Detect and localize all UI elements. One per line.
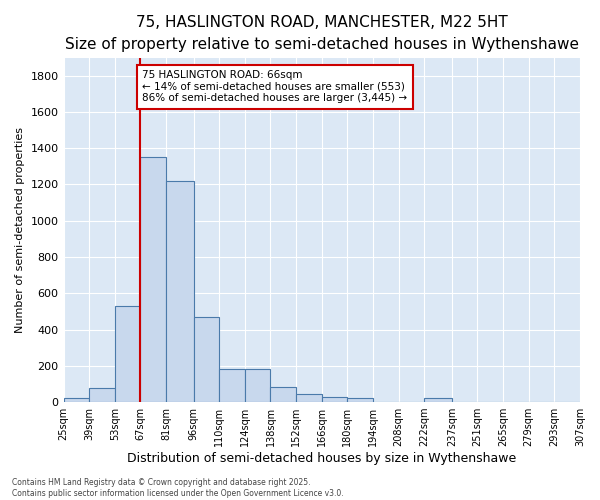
- Bar: [322, 396, 347, 402]
- Bar: [219, 368, 245, 402]
- Y-axis label: Number of semi-detached properties: Number of semi-detached properties: [15, 127, 25, 333]
- Text: 75 HASLINGTON ROAD: 66sqm
← 14% of semi-detached houses are smaller (553)
86% of: 75 HASLINGTON ROAD: 66sqm ← 14% of semi-…: [142, 70, 407, 103]
- Text: Contains HM Land Registry data © Crown copyright and database right 2025.
Contai: Contains HM Land Registry data © Crown c…: [12, 478, 344, 498]
- Bar: [347, 398, 373, 402]
- Bar: [115, 306, 140, 402]
- Bar: [424, 398, 452, 402]
- X-axis label: Distribution of semi-detached houses by size in Wythenshawe: Distribution of semi-detached houses by …: [127, 452, 517, 465]
- Bar: [89, 388, 115, 402]
- Bar: [140, 158, 166, 402]
- Bar: [166, 181, 194, 402]
- Title: 75, HASLINGTON ROAD, MANCHESTER, M22 5HT
Size of property relative to semi-detac: 75, HASLINGTON ROAD, MANCHESTER, M22 5HT…: [65, 15, 579, 52]
- Bar: [64, 398, 89, 402]
- Bar: [296, 394, 322, 402]
- Bar: [194, 317, 219, 402]
- Bar: [271, 386, 296, 402]
- Bar: [245, 368, 271, 402]
